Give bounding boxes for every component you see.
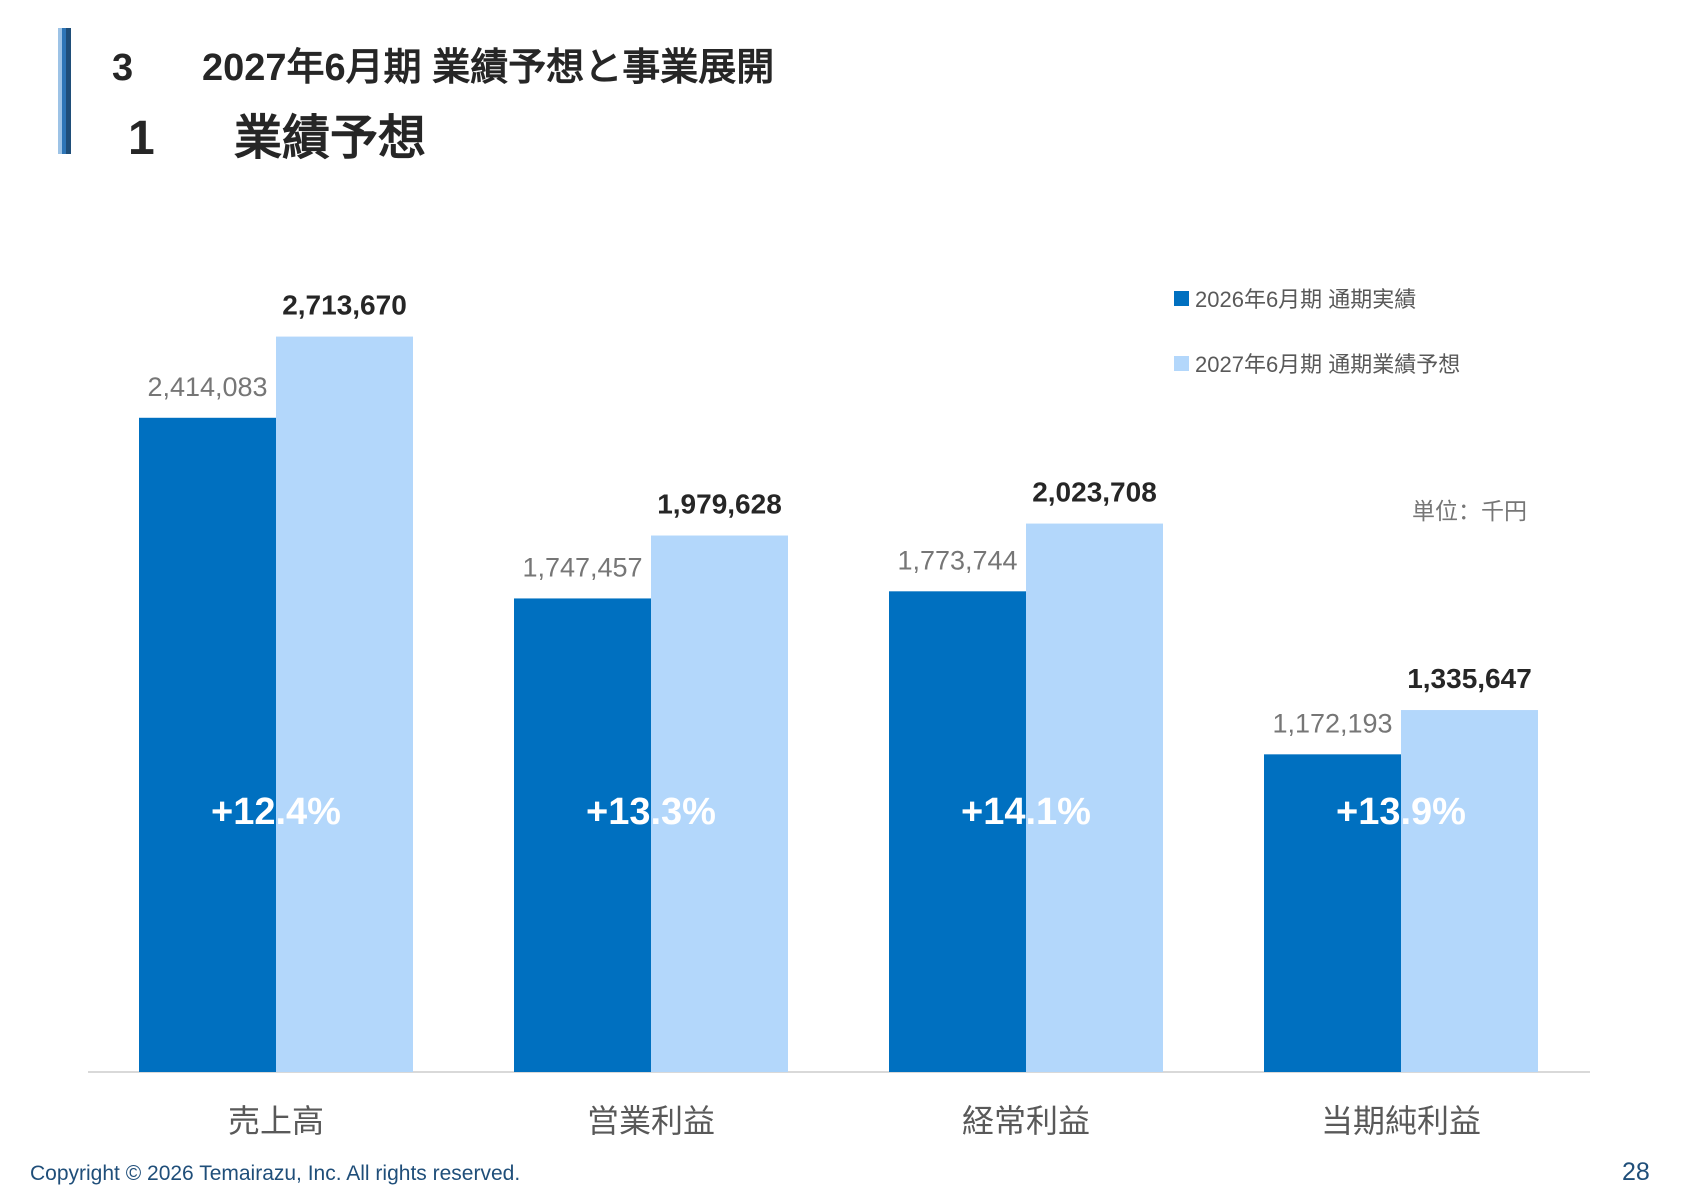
category-label-4: 当期純利益 [1321,1103,1481,1139]
value-label-forecast-3: 2,023,708 [1032,477,1157,508]
bar-actual-3 [889,591,1026,1072]
value-label-actual-3: 1,773,744 [897,545,1017,575]
bar-forecast-1 [276,336,413,1072]
value-label-actual-4: 1,172,193 [1272,708,1392,738]
bar-forecast-3 [1026,523,1163,1072]
value-label-forecast-4: 1,335,647 [1407,663,1532,694]
subsection-number: 1 [128,112,155,165]
value-label-actual-1: 2,414,083 [147,372,267,402]
legend-item-forecast: 2027年6月期 通期業績予想 [1174,347,1460,379]
legend-swatch-forecast [1174,355,1189,371]
value-label-forecast-1: 2,713,670 [282,290,407,321]
growth-label-1: +12.4% [211,791,341,833]
category-label-1: 売上高 [228,1103,324,1139]
section-title: 3 2027年6月期 業績予想と事業展開 [112,36,774,91]
copyright-notice: Copyright © 2026 Temairazu, Inc. All rig… [30,1162,521,1185]
category-label-2: 営業利益 [587,1103,715,1139]
bar-forecast-4 [1401,710,1538,1072]
category-label-3: 経常利益 [962,1103,1090,1139]
chart-legend: 2026年6月期 通期実績 2027年6月期 通期業績予想 [1174,282,1460,412]
growth-label-2: +13.3% [586,791,716,833]
section-number: 3 [112,47,134,89]
growth-label-3: +14.1% [961,791,1091,833]
bar-actual-2 [514,598,651,1072]
subsection-title-text: 業績予想 [234,112,427,165]
bar-actual-1 [139,417,276,1072]
legend-label-forecast: 2027年6月期 通期業績予想 [1195,352,1461,377]
legend-label-actual: 2026年6月期 通期実績 [1195,287,1417,312]
legend-item-actual: 2026年6月期 通期実績 [1174,282,1460,314]
unit-label: 単位：千円 [1412,498,1527,524]
growth-label-4: +13.9% [1336,791,1466,833]
bar-forecast-2 [651,535,788,1072]
bar-actual-4 [1264,754,1401,1072]
header-accent-bars [58,28,78,154]
legend-swatch-actual [1174,290,1189,306]
page-number: 28 [1622,1158,1650,1186]
value-label-actual-2: 1,747,457 [522,552,642,582]
subsection-title: 1 業績予想 [128,98,426,168]
section-title-text: 2027年6月期 業績予想と事業展開 [202,47,775,89]
value-label-forecast-2: 1,979,628 [657,489,782,520]
